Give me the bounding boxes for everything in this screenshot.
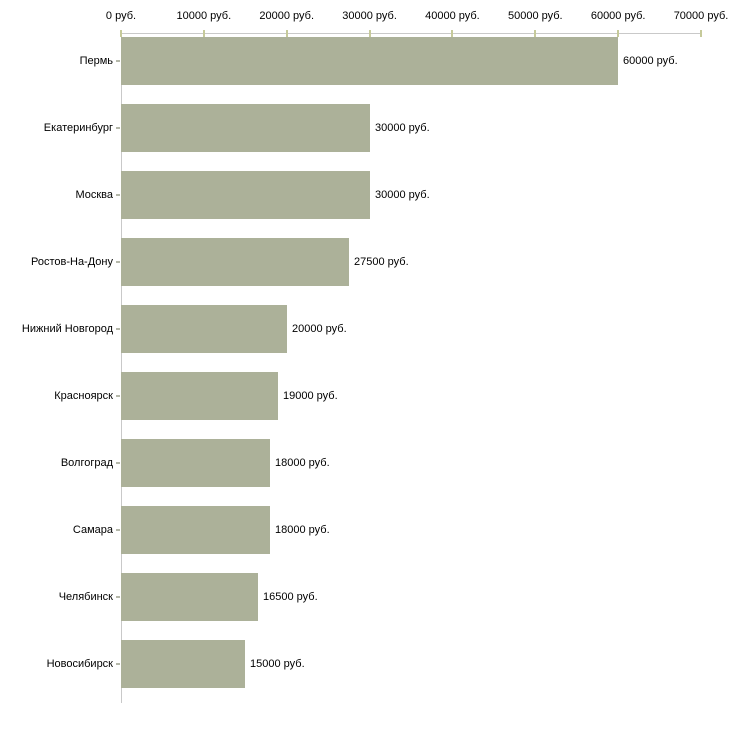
x-axis-tick <box>451 30 454 37</box>
x-axis-tick <box>120 30 122 37</box>
category-label: Челябинск <box>58 591 113 603</box>
category-tick <box>116 127 120 129</box>
y-axis-line <box>121 33 122 703</box>
category-tick <box>116 60 120 62</box>
category-label: Москва <box>75 189 113 201</box>
category-tick <box>116 328 120 330</box>
bar <box>121 573 258 621</box>
category-label: Самара <box>72 524 113 536</box>
bar <box>121 439 270 487</box>
x-axis-tick <box>202 30 205 37</box>
value-label: 18000 руб. <box>275 457 330 469</box>
x-axis-tick <box>617 30 620 37</box>
bar <box>121 104 370 152</box>
x-axis-tick-label: 10000 руб. <box>176 10 232 22</box>
category-label: Волгоград <box>60 457 113 469</box>
category-label: Новосибирск <box>46 658 113 670</box>
bar <box>121 305 287 353</box>
bar <box>121 506 270 554</box>
category-label: Ростов-На-Дону <box>30 256 113 268</box>
x-axis-tick-label: 70000 руб. <box>673 10 729 22</box>
x-axis-tick-label: 40000 руб. <box>425 10 480 22</box>
bar <box>121 238 349 286</box>
category-tick <box>116 462 120 464</box>
category-label: Екатеринбург <box>43 122 113 134</box>
bar <box>121 37 618 85</box>
category-tick <box>116 663 120 665</box>
x-axis-tick-label: 0 руб. <box>105 10 137 22</box>
category-tick <box>116 596 120 598</box>
x-axis-tick <box>368 30 371 37</box>
value-label: 16500 руб. <box>263 591 318 603</box>
category-tick <box>116 529 120 531</box>
value-label: 20000 руб. <box>292 323 347 335</box>
value-label: 30000 руб. <box>375 189 430 201</box>
x-axis-tick-label: 50000 руб. <box>507 10 563 22</box>
x-axis-tick-label: 20000 руб. <box>259 10 315 22</box>
category-label: Красноярск <box>54 390 113 402</box>
x-axis-line <box>121 33 701 34</box>
bar <box>121 171 370 219</box>
x-axis-tick <box>534 30 537 37</box>
x-axis-tick-label: 30000 руб. <box>342 10 397 22</box>
category-tick <box>116 395 120 397</box>
bar <box>121 640 245 688</box>
value-label: 27500 руб. <box>354 256 409 268</box>
value-label: 60000 руб. <box>623 55 678 67</box>
value-label: 30000 руб. <box>375 122 430 134</box>
x-axis-tick <box>700 30 702 37</box>
x-axis-tick <box>285 30 288 37</box>
value-label: 15000 руб. <box>250 658 305 670</box>
category-label: Нижний Новгород <box>21 323 113 335</box>
value-label: 18000 руб. <box>275 524 330 536</box>
category-tick <box>116 261 120 263</box>
category-tick <box>116 194 120 196</box>
x-axis-tick-label: 60000 руб. <box>590 10 646 22</box>
category-label: Пермь <box>79 55 113 67</box>
value-label: 19000 руб. <box>283 390 338 402</box>
bar <box>121 372 278 420</box>
